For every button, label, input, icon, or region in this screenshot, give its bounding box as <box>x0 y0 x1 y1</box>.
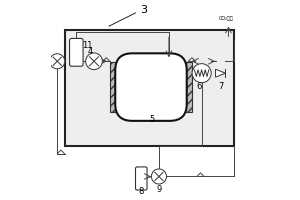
Circle shape <box>50 54 65 69</box>
Polygon shape <box>215 69 226 77</box>
Circle shape <box>86 53 102 70</box>
Text: 8: 8 <box>139 187 144 196</box>
Text: 4: 4 <box>88 47 93 56</box>
Text: 3: 3 <box>140 5 148 15</box>
Text: 6: 6 <box>196 82 201 91</box>
Circle shape <box>192 64 211 83</box>
FancyBboxPatch shape <box>70 38 83 66</box>
Circle shape <box>152 169 166 184</box>
Text: 11: 11 <box>82 41 93 50</box>
Text: 9: 9 <box>156 185 162 194</box>
Text: 7: 7 <box>218 82 223 91</box>
Bar <box>64 30 234 146</box>
FancyBboxPatch shape <box>136 167 147 190</box>
Text: CO₂出口: CO₂出口 <box>219 16 234 21</box>
Bar <box>110 62 192 112</box>
Text: 5: 5 <box>149 115 154 124</box>
FancyBboxPatch shape <box>115 53 187 121</box>
